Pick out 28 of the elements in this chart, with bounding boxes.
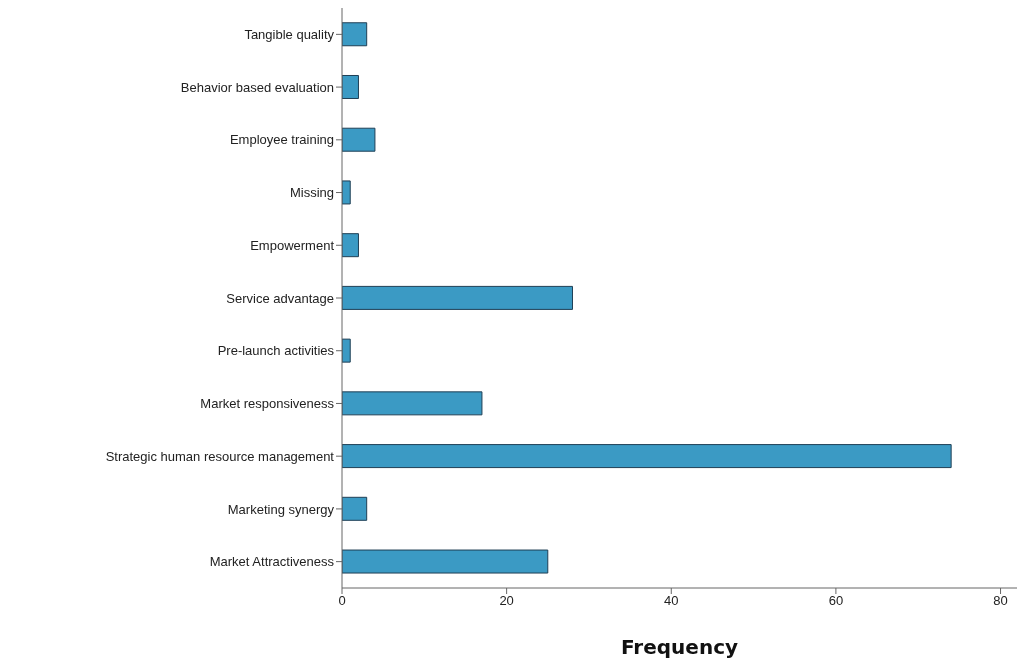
y-tick-label: Empowerment — [250, 237, 335, 253]
x-tick-label: 80 — [993, 593, 1008, 609]
y-tick-label: Strategic human resource management — [105, 448, 335, 464]
y-tick-label: Pre-launch activities — [217, 343, 335, 359]
y-tick-label: Market responsiveness — [200, 396, 335, 412]
bar — [342, 444, 952, 469]
bar — [342, 285, 573, 310]
x-tick-label: 40 — [664, 593, 679, 609]
bar — [342, 233, 359, 258]
bar — [342, 74, 359, 99]
bar — [342, 391, 483, 416]
y-tick-label: Service advantage — [226, 290, 334, 306]
bar — [342, 549, 549, 574]
bar — [342, 127, 376, 152]
y-tick-label: Marketing synergy — [227, 501, 335, 517]
x-axis-title: Frequency — [620, 635, 739, 659]
x-tick-label: 0 — [338, 593, 346, 609]
y-tick-label: Employee training — [229, 132, 334, 148]
bar — [342, 180, 351, 205]
y-tick-label: Tangible quality — [244, 26, 335, 42]
x-tick-label: 20 — [499, 593, 514, 609]
bar — [342, 338, 351, 363]
bar — [342, 22, 368, 47]
y-tick-label: Missing — [289, 185, 334, 201]
y-tick-label: Behavior based evaluation — [180, 79, 334, 95]
bar — [342, 496, 368, 521]
y-tick-label: Market Attractiveness — [209, 554, 335, 570]
x-tick-label: 60 — [828, 593, 844, 609]
